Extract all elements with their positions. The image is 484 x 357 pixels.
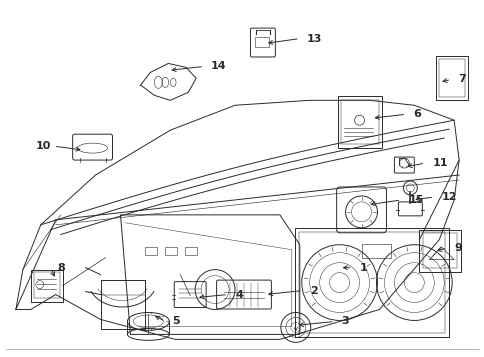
Bar (435, 56, 467, 100)
Bar (31, 270, 62, 302)
Text: 3: 3 (341, 316, 348, 326)
Text: 7: 7 (457, 74, 465, 84)
Text: 15: 15 (408, 195, 423, 205)
Bar (439, 60, 464, 97)
Bar (185, 247, 197, 255)
Bar (423, 233, 456, 268)
Text: 2: 2 (309, 286, 317, 296)
Bar (100, 280, 145, 330)
Text: 5: 5 (172, 316, 180, 326)
Bar (294, 228, 448, 337)
Bar (145, 247, 157, 255)
Text: 8: 8 (58, 263, 65, 273)
Text: 1: 1 (359, 263, 366, 273)
Text: 12: 12 (440, 192, 456, 202)
Bar (340, 100, 378, 144)
Bar (337, 96, 382, 148)
Bar (361, 244, 391, 258)
Text: 10: 10 (35, 141, 51, 151)
Text: 14: 14 (211, 61, 227, 71)
Bar (255, 36, 268, 46)
Text: 11: 11 (431, 158, 447, 168)
Text: 13: 13 (306, 34, 321, 44)
Text: 9: 9 (453, 243, 461, 253)
Bar (165, 247, 177, 255)
Text: 4: 4 (235, 290, 242, 300)
Bar (298, 232, 444, 333)
Bar (419, 230, 460, 272)
Text: 6: 6 (412, 109, 420, 119)
Bar (34, 272, 60, 297)
